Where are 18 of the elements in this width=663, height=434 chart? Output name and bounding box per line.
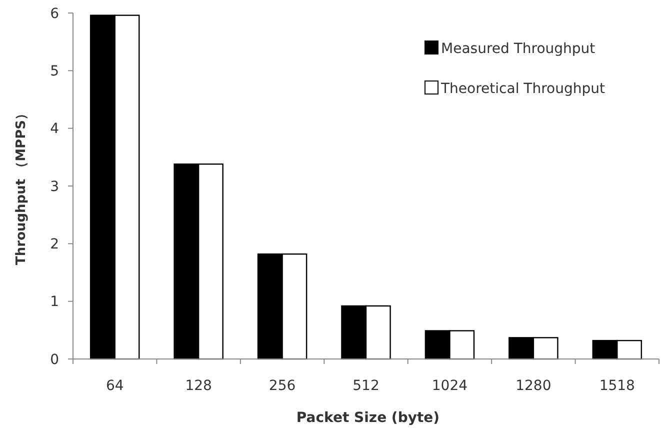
y-tick-label: 1 (50, 294, 59, 310)
x-tick-label: 256 (268, 378, 296, 394)
x-tick-label: 1518 (599, 378, 635, 394)
x-axis-title: Packet Size (byte) (296, 410, 440, 426)
y-axis-title: Throughput （MPPS） (14, 107, 29, 265)
y-tick-label: 0 (50, 352, 59, 368)
legend-label: Measured Throughput (441, 40, 596, 57)
y-tick-label: 3 (50, 178, 59, 195)
x-tick-label: 128 (185, 378, 212, 394)
x-tick-label: 1024 (432, 378, 468, 394)
y-tick-label: 2 (50, 236, 59, 253)
y-tick-label: 4 (50, 121, 60, 138)
x-tick-label: 1280 (516, 378, 552, 394)
legend-label: Theoretical Throughput (440, 80, 606, 97)
y-tick-label: 6 (50, 6, 60, 22)
y-tick-label: 5 (50, 64, 59, 80)
x-tick-label: 512 (352, 378, 380, 394)
x-tick-label: 64 (106, 378, 124, 394)
